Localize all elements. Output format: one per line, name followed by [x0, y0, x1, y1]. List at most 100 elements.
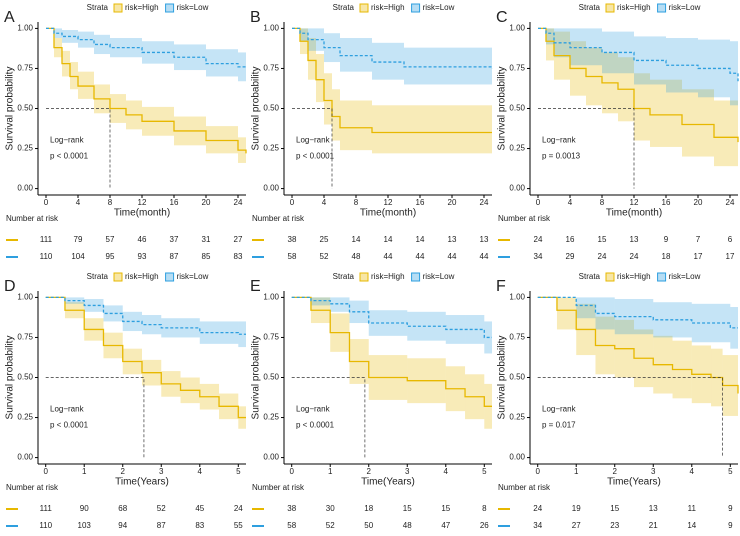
- x-tick-label: 24: [234, 198, 243, 207]
- panel-label: E: [250, 278, 261, 295]
- risk-count: 27: [234, 235, 243, 244]
- test-label: Log−rank: [50, 405, 85, 414]
- risk-count: 21: [649, 521, 658, 530]
- y-tick-label: 0.25: [263, 144, 279, 153]
- risk-count: 48: [352, 252, 361, 261]
- x-tick-label: 5: [236, 467, 241, 476]
- risk-title: Number at risk: [498, 214, 551, 223]
- y-tick-label: 0.50: [17, 104, 33, 113]
- p-value: p < 0.0001: [296, 152, 335, 161]
- legend-label: risk=Low: [423, 3, 455, 12]
- risk-count: 15: [403, 504, 412, 513]
- x-tick-label: 1: [328, 467, 333, 476]
- legend-label: risk=High: [617, 3, 651, 12]
- legend-label: risk=High: [125, 272, 159, 281]
- y-tick-label: 0.25: [17, 413, 33, 422]
- p-value: p = 0.0013: [542, 152, 581, 161]
- risk-count: 34: [534, 252, 543, 261]
- survival-curve: [45, 296, 246, 419]
- risk-count: 13: [480, 235, 489, 244]
- confidence-band: [570, 28, 602, 66]
- survival-curve: [538, 27, 739, 82]
- x-tick-label: 0: [289, 467, 294, 476]
- panel-label: C: [496, 9, 508, 26]
- x-tick-label: 16: [170, 198, 179, 207]
- risk-count: 55: [234, 521, 243, 530]
- legend-label: risk=High: [617, 272, 651, 281]
- x-tick-label: 20: [448, 198, 457, 207]
- x-axis-label: Time(Years): [361, 477, 415, 488]
- risk-count: 103: [78, 521, 92, 530]
- risk-count: 14: [384, 235, 393, 244]
- x-tick-label: 4: [198, 467, 203, 476]
- confidence-band: [110, 38, 142, 58]
- legend-swatch: [165, 272, 175, 282]
- risk-count: 44: [448, 252, 457, 261]
- panel-label: F: [496, 278, 506, 295]
- confidence-band: [556, 297, 577, 330]
- confidence-band: [634, 36, 666, 85]
- survival-curve: [537, 296, 738, 329]
- confidence-band: [340, 100, 372, 151]
- confidence-band: [332, 89, 340, 141]
- confidence-band: [78, 71, 94, 99]
- confidence-band: [324, 33, 340, 63]
- y-tick-label: 0.75: [263, 64, 279, 73]
- risk-count: 110: [40, 252, 53, 261]
- risk-count: 30: [326, 504, 335, 513]
- confidence-band: [310, 297, 331, 306]
- y-axis-label: Survival probability: [5, 67, 16, 151]
- median-line: [537, 377, 723, 458]
- risk-count: 13: [448, 235, 457, 244]
- confidence-band: [300, 28, 308, 42]
- y-tick-label: 0.25: [509, 144, 525, 153]
- risk-count: 94: [118, 521, 127, 530]
- test-label: Log−rank: [542, 405, 577, 414]
- y-tick-label: 0.25: [17, 144, 33, 153]
- confidence-band: [682, 89, 714, 157]
- legend-swatch: [411, 3, 421, 13]
- confidence-band: [316, 54, 324, 103]
- risk-count: 17: [694, 252, 703, 261]
- y-axis-label: Survival probability: [497, 67, 508, 151]
- x-tick-label: 8: [354, 198, 359, 207]
- confidence-band: [340, 38, 372, 72]
- legend-label: risk=Low: [423, 272, 455, 281]
- risk-count: 110: [39, 521, 52, 530]
- legend-swatch: [411, 272, 421, 282]
- legend-title: Strata: [333, 272, 355, 281]
- x-tick-label: 2: [121, 467, 126, 476]
- risk-count: 104: [71, 252, 85, 261]
- survival-curve: [46, 27, 247, 154]
- confidence-band: [324, 73, 332, 125]
- risk-count: 24: [534, 235, 543, 244]
- survival-curve: [292, 27, 493, 69]
- y-tick-label: 0.50: [263, 373, 279, 382]
- confidence-band: [330, 297, 350, 312]
- x-tick-label: 4: [322, 198, 327, 207]
- risk-title: Number at risk: [6, 214, 59, 223]
- panel-label: A: [4, 9, 15, 26]
- confidence-band: [595, 297, 615, 330]
- legend-label: risk=High: [125, 3, 159, 12]
- risk-count: 57: [106, 235, 115, 244]
- x-tick-label: 5: [728, 467, 733, 476]
- risk-count: 47: [441, 521, 450, 530]
- x-tick-label: 16: [416, 198, 425, 207]
- risk-count: 87: [170, 252, 179, 261]
- x-tick-label: 4: [76, 198, 81, 207]
- x-tick-label: 0: [43, 467, 48, 476]
- legend-swatch: [165, 3, 175, 13]
- risk-count: 24: [598, 252, 607, 261]
- x-tick-label: 0: [535, 467, 540, 476]
- y-tick-label: 0.00: [263, 453, 279, 462]
- risk-count: 8: [482, 504, 487, 513]
- risk-count: 52: [157, 504, 166, 513]
- risk-count: 83: [234, 252, 243, 261]
- legend-label: risk=Low: [177, 272, 209, 281]
- confidence-band: [308, 38, 316, 80]
- legend-swatch: [113, 3, 123, 13]
- risk-count: 9: [728, 521, 733, 530]
- x-tick-label: 4: [568, 198, 573, 207]
- risk-count: 9: [728, 504, 733, 513]
